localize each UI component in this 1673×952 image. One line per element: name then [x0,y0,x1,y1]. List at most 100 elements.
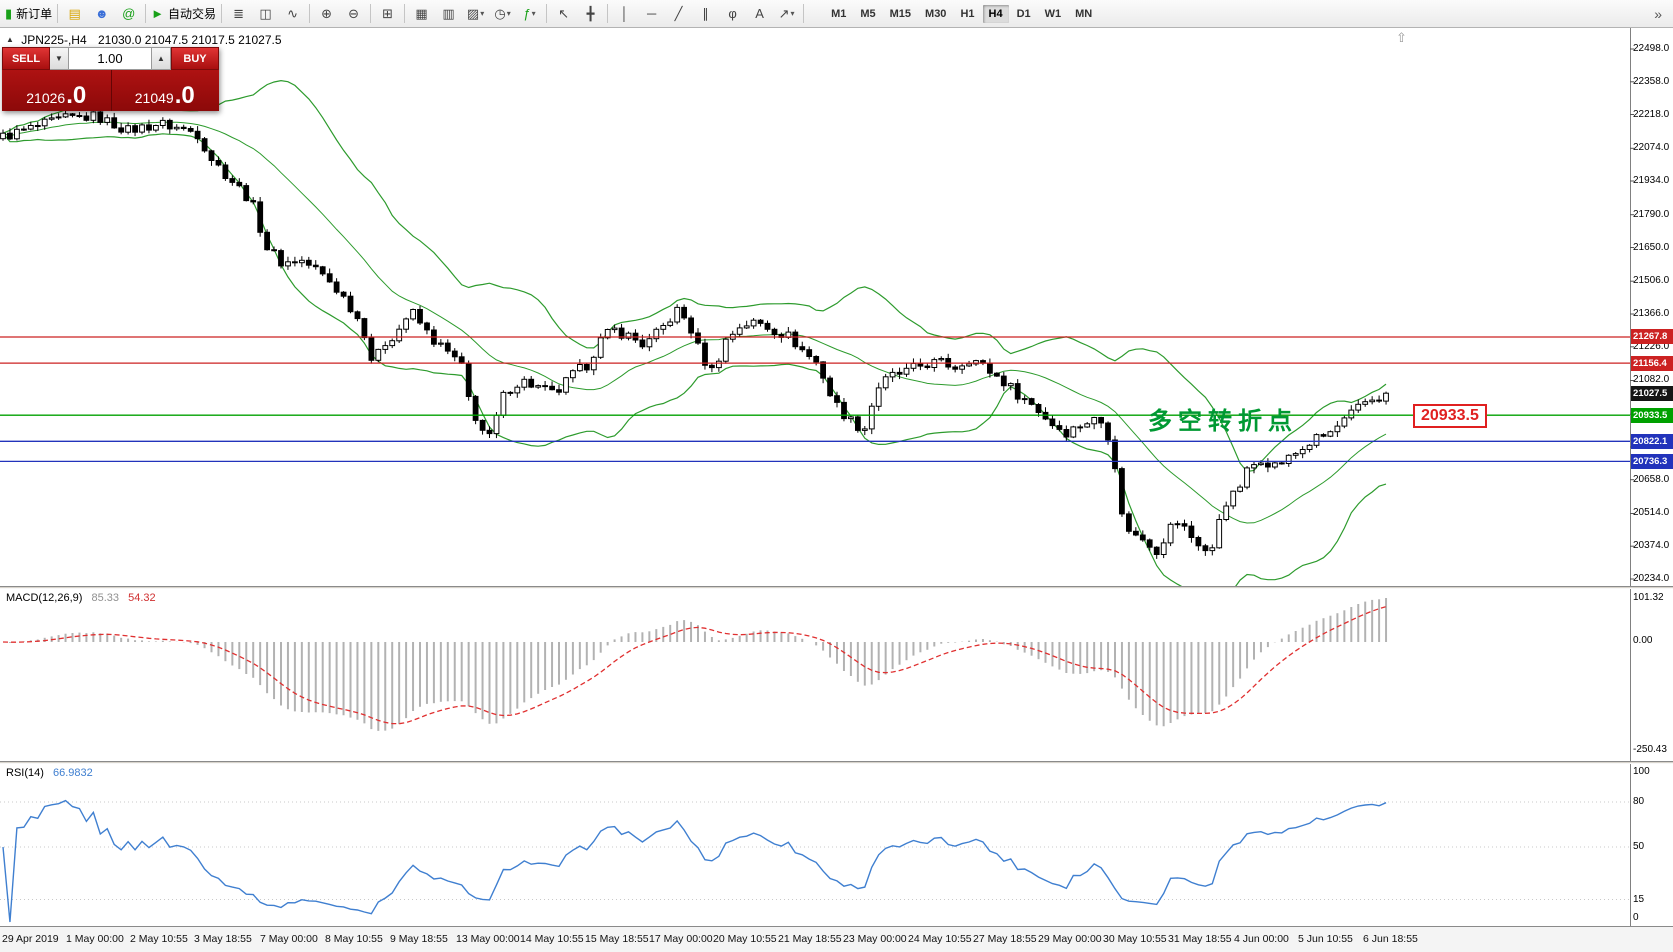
toolbar-separator [145,4,147,23]
collapse-icon[interactable]: ▲ [6,35,14,44]
panel-splitter[interactable] [0,761,1673,764]
dropdown-caret-icon[interactable]: ▾ [531,9,536,18]
chart-shift-icon[interactable]: ⇧ [1396,30,1407,45]
macd-panel[interactable] [2,598,1388,731]
time-axis-label: 3 May 18:55 [194,933,252,945]
main-price-panel[interactable] [0,79,1389,605]
time-axis-label: 20 May 10:55 [713,933,777,945]
timeframe-h4[interactable]: H4 [982,4,1009,23]
timeframe-d1[interactable]: D1 [1016,7,1031,20]
indicators-icon[interactable]: ƒ ▾ [516,3,543,25]
timeframe-m5[interactable]: M5 [860,7,876,20]
dropdown-caret-icon[interactable]: ▾ [506,9,511,18]
crosshair-icon[interactable]: ╋ [577,3,604,25]
toolbar-separator [370,4,372,23]
price-level-tag: 20822.1 [1631,433,1673,449]
timeframe-m15[interactable]: M15 [889,7,912,20]
price-callout-label[interactable]: 20933.5 [1413,404,1487,428]
sell-price-big: .0 [66,81,87,109]
dropdown-caret-icon[interactable]: ▾ [480,9,485,18]
volume-input[interactable] [69,47,152,70]
cursor-icon[interactable]: ↖ [550,3,577,25]
macd-axis-min: -250.43 [1633,744,1667,755]
sell-button[interactable]: SELL [2,47,50,70]
trendline-icon[interactable]: ╱ [665,3,692,25]
time-axis[interactable]: 29 Apr 2019 1 May 00:00 2 May 10:55 3 May 1… [0,926,1673,952]
volume-decrease-button[interactable]: ▼ [50,47,69,70]
bollinger-band-line [2,79,1387,473]
bar-chart-icon[interactable]: ≣ [225,3,252,25]
time-axis-label: 23 May 00:00 [843,933,907,945]
line-chart-icon[interactable]: ∿ [279,3,306,25]
templates-icon: ▨ [466,5,480,21]
sell-price[interactable]: 21026 .0 [2,70,111,111]
price-axis-label: 20514.0 [1633,507,1670,519]
arrows-icon[interactable]: ↗ ▾ [773,3,800,25]
market-watch-icon[interactable]: ▤ [61,3,88,25]
text-label-icon[interactable]: A [746,3,773,25]
one-click-trading-panel: SELL ▼ ▲ BUY 21026 .0 21049 .0 [2,47,219,111]
zoom-out-icon[interactable]: ⊖ [340,3,367,25]
price-axis-label: 21934.0 [1633,175,1670,187]
buy-button[interactable]: BUY [171,47,219,70]
macd-axis-zero: 0.00 [1633,635,1653,646]
tile-windows-icon: ⊞ [382,5,394,21]
toolbar-items: ▮ 新订单 ▤ ☻ @ ► 自动交易 ≣ ◫ ∿ ⊕ ⊖ ⊞ ▦ ▥ ▨ ▾ ◷ ▾ ƒ ▾ ↖ ╋ │ ─ ╱ ∥ φ A ↗ ▾ [3,3,807,25]
cursor-icon: ↖ [558,5,570,21]
time-axis-label: 27 May 18:55 [973,933,1037,945]
indicators-icon: ƒ [523,6,531,21]
vertical-line-icon: │ [620,6,629,21]
time-axis-label: 2 May 10:55 [130,933,188,945]
autotrading-button[interactable]: ► 自动交易 [149,3,218,25]
buy-price[interactable]: 21049 .0 [111,70,220,111]
bollinger-band-line [2,121,1387,524]
timeframe-m1[interactable]: M1 [831,7,847,20]
timeframe-m30[interactable]: M30 [925,7,947,20]
channel-icon[interactable]: ∥ [692,3,719,25]
timeframe-h1[interactable]: H1 [960,7,975,20]
rsi-axis-label: 100 [1633,766,1650,777]
price-axis-label: 22358.0 [1633,75,1670,87]
arrows-icon: ↗ [778,5,790,21]
cascade-icon: ▥ [442,5,455,21]
time-axis-label: 4 Jun 00:00 [1234,933,1289,945]
new-order-button[interactable]: ▮ 新订单 [3,3,54,25]
cascade-icon[interactable]: ▥ [435,3,462,25]
volume-increase-button[interactable]: ▲ [152,47,171,70]
timeframe-w1[interactable]: W1 [1044,7,1062,20]
navigator-icon[interactable]: ☻ [88,3,115,25]
autotrading-icon: ► [151,6,165,21]
navigator-icon: ☻ [94,6,109,21]
buy-price-base: 21049 [134,89,174,106]
time-axis-label: 14 May 10:55 [520,933,584,945]
community-icon[interactable]: @ [115,3,142,25]
toolbar-overflow-icon[interactable]: » [1654,5,1662,22]
time-axis-label: 21 May 18:55 [778,933,842,945]
timeframe-mn[interactable]: MN [1075,7,1093,20]
refresh-period-icon[interactable]: ◷ ▾ [489,3,516,25]
time-axis-label: 17 May 00:00 [649,933,713,945]
autotrading-button-label: 自动交易 [168,7,217,21]
price-axis-label: 20234.0 [1633,573,1670,584]
time-axis-label: 24 May 10:55 [908,933,972,945]
tile-windows-icon[interactable]: ⊞ [374,3,401,25]
chart-annotation-text[interactable]: 多空转折点 [1148,408,1298,435]
zoom-in-icon[interactable]: ⊕ [313,3,340,25]
time-axis-label: 9 May 18:55 [390,933,448,945]
community-icon: @ [122,6,136,21]
macd-name: MACD(12,26,9) [6,592,83,604]
fibonacci-icon[interactable]: φ [719,3,746,25]
templates-icon[interactable]: ▨ ▾ [462,3,489,25]
crosshair-icon: ╋ [586,5,595,21]
rsi-panel[interactable] [0,799,1630,923]
horizontal-line-icon[interactable]: ─ [638,3,665,25]
price-axis-label: 22074.0 [1633,142,1670,154]
panel-splitter[interactable] [0,586,1673,589]
arrange-icon[interactable]: ▦ [408,3,435,25]
price-level-tag: 21156.4 [1631,355,1673,371]
dropdown-caret-icon[interactable]: ▾ [790,9,795,18]
vertical-line-icon[interactable]: │ [611,3,638,25]
time-axis-label: 6 Jun 18:55 [1363,933,1418,945]
candlestick-chart-icon[interactable]: ◫ [252,3,279,25]
